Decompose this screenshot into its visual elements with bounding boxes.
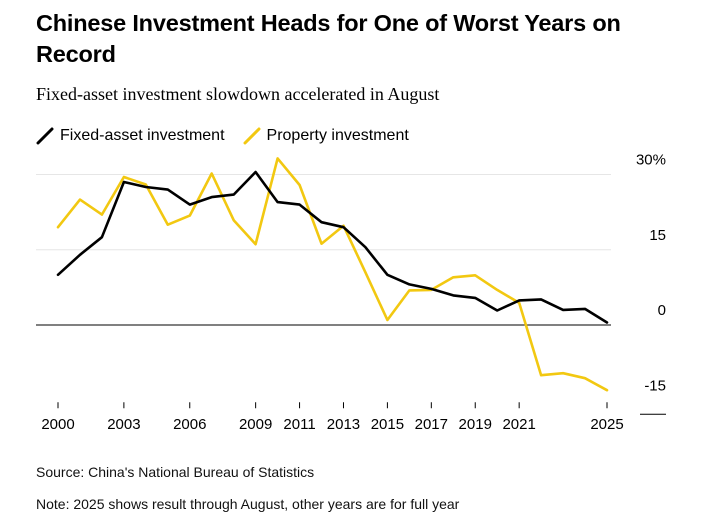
footnote: Note: 2025 shows result through August, … <box>36 496 460 512</box>
x-tick-label-2: 2006 <box>173 416 206 433</box>
x-tick-label-3: 2009 <box>239 416 272 433</box>
series-line-fixed-asset-investment <box>56 170 609 324</box>
x-tick-label-10: 2025 <box>590 416 623 433</box>
x-tick-label-0: 2000 <box>41 416 74 433</box>
legend-swatch-property-icon <box>243 127 261 145</box>
x-tick-label-7: 2017 <box>415 416 448 433</box>
source-note: Source: China's National Bureau of Stati… <box>36 464 315 480</box>
legend-item-fixed-asset: Fixed-asset investment <box>36 127 225 145</box>
series-line-property-investment <box>56 157 609 392</box>
y-tick-label-0: 30% <box>636 152 666 169</box>
legend-label-property: Property investment <box>266 127 409 144</box>
x-tick-label-8: 2019 <box>459 416 492 433</box>
x-tick-label-1: 2003 <box>107 416 140 433</box>
y-tick-label-3: -15 <box>644 377 666 394</box>
x-tick-label-4: 2011 <box>283 416 315 433</box>
y-tick-label-2: 0 <box>658 302 666 319</box>
legend-item-property: Property investment <box>243 127 409 145</box>
legend-swatch-fixed-asset-icon <box>36 127 54 145</box>
x-tick-label-6: 2015 <box>371 416 404 433</box>
legend: Fixed-asset investment Property investme… <box>36 127 427 145</box>
y-tick-label-1: 15 <box>649 227 666 244</box>
legend-label-fixed-asset: Fixed-asset investment <box>60 127 225 144</box>
chart-subtitle: Fixed-asset investment slowdown accelera… <box>36 84 440 104</box>
x-tick-label-9: 2021 <box>502 416 535 433</box>
chart-title: Chinese Investment Heads for One of Wors… <box>36 10 621 67</box>
x-tick-label-5: 2013 <box>327 416 360 433</box>
